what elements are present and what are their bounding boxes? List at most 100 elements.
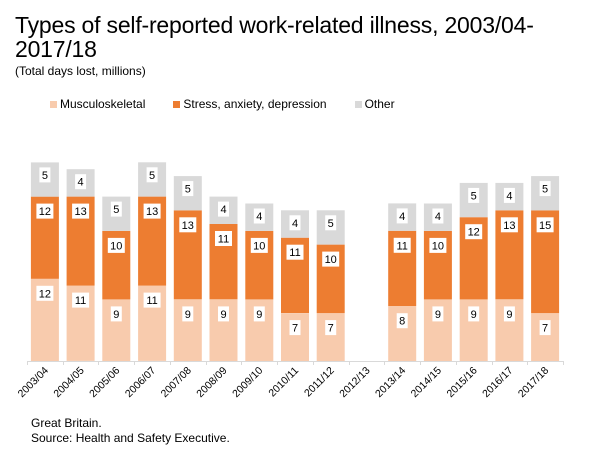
data-label-box [432,208,444,224]
x-tick-label: 2007/08 [159,365,194,400]
x-tick-label: 2012/13 [337,365,372,400]
data-label-box [72,203,90,219]
data-label: 13 [74,206,86,218]
data-label: 13 [503,220,515,232]
x-tick-label: 2015/16 [444,365,479,400]
legend-item-stress: Stress, anxiety, depression [173,97,327,111]
data-label: 9 [113,309,119,321]
data-label-box [110,306,122,322]
data-label: 4 [220,204,226,216]
data-label: 9 [435,309,441,321]
data-label: 11 [289,247,300,259]
data-label-box [143,292,161,308]
chart-subtitle: (Total days lost, millions) [15,64,146,78]
data-label-box [468,187,480,203]
data-label-box [325,320,337,336]
data-label-box [536,217,554,233]
legend-label: Musculoskeletal [60,97,146,111]
data-label: 9 [256,309,262,321]
data-label: 5 [42,170,48,182]
x-tick-label: 2013/14 [373,365,408,400]
data-label-box [253,208,265,224]
data-label: 4 [399,211,405,223]
x-tick-label: 2011/12 [302,365,337,400]
data-label: 12 [39,206,51,218]
data-label: 11 [75,295,86,307]
footer: Great Britain. Source: Health and Safety… [31,416,230,446]
data-label-box [215,231,232,246]
data-label-box [539,320,551,336]
data-label-box [146,167,158,183]
legend-swatch-other [354,100,362,108]
legend: Musculoskeletal Stress, anxiety, depress… [50,97,423,111]
data-label: 9 [185,309,191,321]
x-tick-label: 2006/07 [123,365,158,400]
data-label: 5 [113,204,119,216]
data-label-box [182,306,194,322]
data-label-box [143,203,161,219]
data-label-box [218,201,229,217]
data-label: 5 [149,170,155,182]
x-tick-label: 2008/09 [194,365,229,400]
data-label-box [322,251,340,267]
legend-item-other: Other [354,97,395,111]
data-label-box [500,217,518,233]
chart-title-line-2: 2017/18 [15,36,97,62]
data-label-box [468,306,480,322]
x-tick-label: 2010/11 [266,365,301,400]
data-label: 10 [325,254,337,266]
x-tick-label: 2005/06 [87,365,122,400]
data-label: 5 [185,184,191,196]
data-label: 8 [399,316,405,328]
data-label: 11 [146,295,157,307]
data-label: 12 [39,288,51,300]
footer-region: Great Britain. [31,416,102,430]
data-label: 5 [471,190,477,202]
data-label-box [179,217,197,233]
chart-title-line-1: Types of self-reported work-related illn… [15,12,534,38]
legend-item-musculoskeletal: Musculoskeletal [50,97,145,111]
data-label-box [72,292,90,308]
data-label: 4 [78,177,84,189]
data-label-box [396,313,408,329]
data-label-box [393,237,411,253]
data-label: 12 [468,227,480,239]
data-label: 5 [542,184,548,196]
x-tick-label: 2014/15 [409,365,444,400]
data-label: 11 [218,234,229,246]
x-tick-label: 2003/04 [16,365,51,400]
data-label: 4 [292,218,298,230]
data-label: 4 [506,190,512,202]
data-label: 13 [146,206,158,218]
data-label-box [539,181,551,197]
data-label-box [289,215,301,231]
data-label-box [110,201,122,217]
data-label-box [432,306,444,322]
data-label: 7 [328,323,334,335]
data-label: 10 [253,240,265,252]
data-label-box [75,174,87,190]
x-tick-label: 2017/18 [516,365,551,400]
data-label: 10 [432,240,444,252]
data-label-box [465,224,483,240]
data-label-box [503,187,515,203]
data-label-box [250,237,268,253]
data-label-box [396,208,408,224]
legend-swatch-stress [173,100,181,108]
data-label: 7 [292,323,298,335]
data-label: 9 [471,309,477,321]
data-label-box [218,306,229,322]
legend-label: Other [364,97,395,111]
data-label: 9 [220,309,226,321]
data-label-box [503,306,515,322]
data-label-box [253,306,265,322]
data-label: 4 [435,211,441,223]
data-label: 11 [396,240,407,252]
x-tick-label: 2009/10 [230,365,265,400]
data-label-box [39,167,51,183]
data-label: 15 [539,220,551,232]
data-label-box [36,285,54,301]
x-tick-label: 2016/17 [480,365,515,400]
data-label-box [286,244,304,260]
